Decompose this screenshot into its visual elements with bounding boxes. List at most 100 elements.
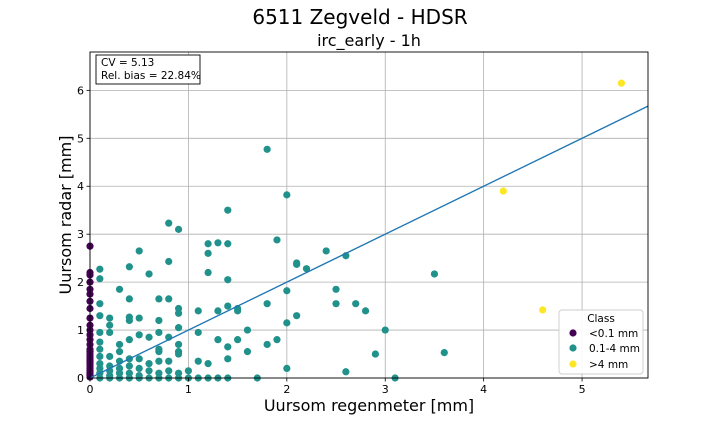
y-tick-label: 5 <box>77 132 84 145</box>
legend-label-gt4: >4 mm <box>589 359 628 371</box>
scatter-point-series-1 <box>302 265 311 273</box>
scatter-point-series-1 <box>155 357 163 365</box>
scatter-point-series-1 <box>224 240 232 248</box>
scatter-point-series-1 <box>115 364 124 373</box>
scatter-point-series-1 <box>155 328 163 337</box>
scatter-point-series-1 <box>145 360 153 368</box>
scatter-point-series-1 <box>174 369 183 377</box>
scatter-point-series-1 <box>184 367 193 375</box>
scatter-point-series-1 <box>106 321 114 329</box>
scatter-point-series-1 <box>96 312 104 320</box>
scatter-point-series-1 <box>204 360 212 368</box>
scatter-point-series-1 <box>440 348 448 357</box>
legend-marker-gt4 <box>569 360 577 368</box>
scatter-point-series-1 <box>165 219 173 227</box>
scatter-point-series-1 <box>332 300 340 308</box>
y-tick-label: 1 <box>77 324 84 337</box>
scatter-point-series-1 <box>135 372 143 380</box>
scatter-point-series-1 <box>194 328 202 337</box>
scatter-point-series-1 <box>283 191 291 199</box>
scatter-point-series-1 <box>165 257 173 266</box>
scatter-point-series-1 <box>96 300 104 308</box>
scatter-point-series-2 <box>617 79 626 87</box>
y-tick-label: 0 <box>77 372 84 385</box>
x-ticks: 0 1 2 3 4 5 <box>87 378 586 396</box>
scatter-point-series-1 <box>145 333 153 341</box>
legend-title: Class <box>587 313 615 325</box>
scatter-point-series-1 <box>106 314 114 322</box>
scatter-point-series-1 <box>273 236 281 244</box>
scatter-point-series-1 <box>371 350 379 358</box>
scatter-point-series-1 <box>293 312 301 320</box>
scatter-point-series-1 <box>214 239 222 247</box>
scatter-point-series-1 <box>224 302 232 310</box>
legend-label-01-4: 0.1-4 mm <box>589 343 640 355</box>
scatter-point-series-1 <box>125 295 133 303</box>
legend-frame <box>558 309 644 375</box>
legend-marker-01-4 <box>569 344 577 352</box>
y-tick-label: 4 <box>77 180 84 193</box>
x-tick-label: 4 <box>480 383 487 396</box>
scatter-point-series-1 <box>204 240 212 248</box>
scatter-point-series-1 <box>135 247 143 255</box>
scatter-point-series-2 <box>539 306 547 314</box>
x-tick-label: 3 <box>382 383 389 396</box>
fit-line <box>89 105 649 379</box>
scatter-point-series-1 <box>224 206 232 214</box>
plot-background <box>90 52 648 378</box>
scatter-point-series-1 <box>106 328 114 337</box>
scatter-point-series-1 <box>165 367 173 375</box>
scatter-point-series-1 <box>135 364 143 373</box>
scatter-point-series-1 <box>361 307 370 315</box>
scatter-point-series-1 <box>243 348 252 356</box>
x-tick-label: 5 <box>579 383 586 396</box>
scatter-point-series-1 <box>430 270 439 278</box>
y-axis-label: Uursom radar [mm] <box>56 136 75 295</box>
scatter-point-series-1 <box>96 360 104 368</box>
scatter-point-series-1 <box>283 364 291 373</box>
chart-title: irc_early - 1h <box>317 31 421 51</box>
scatter-point-series-1 <box>204 249 212 257</box>
scatter-point-series-1 <box>204 268 212 277</box>
x-axis-label: Uursom regenmeter [mm] <box>264 396 474 415</box>
annotation-box: CV = 5.13 Rel. bias = 22.84% <box>95 54 201 85</box>
scatter-point-series-1 <box>234 336 242 344</box>
y-tick-label: 3 <box>77 228 84 241</box>
scatter-point-series-1 <box>155 369 163 377</box>
scatter-point-series-1 <box>125 336 133 344</box>
scatter-point-series-1 <box>342 368 350 376</box>
legend-label-lt01: <0.1 mm <box>589 328 638 340</box>
scatter-point-series-1 <box>115 348 124 356</box>
scatter-point-series-1 <box>174 304 183 313</box>
scatter-point-series-1 <box>106 352 114 361</box>
scatter-point-series-1 <box>263 145 271 153</box>
scatter-point-series-1 <box>352 300 360 308</box>
x-tick-label: 2 <box>283 383 290 396</box>
scatter-point-series-1 <box>263 340 271 349</box>
scatter-point-series-1 <box>381 326 389 334</box>
scatter-point-series-1 <box>135 355 143 363</box>
scatter-point-series-1 <box>96 338 104 346</box>
scatter-point-series-1 <box>125 369 133 377</box>
scatter-point-series-1 <box>145 270 153 278</box>
scatter-point-series-1 <box>263 300 271 308</box>
scatter-point-series-1 <box>96 265 104 273</box>
y-tick-label: 2 <box>77 276 84 289</box>
scatter-point-series-1 <box>155 295 163 303</box>
legend-marker-lt01 <box>569 329 577 337</box>
scatter-point-series-1 <box>174 225 183 233</box>
scatter-point-series-1 <box>174 324 183 332</box>
scatter-point-series-1 <box>96 328 104 337</box>
scatter-point-series-1 <box>194 357 202 365</box>
plot-area: 0 1 2 3 4 5 0 1 2 3 4 5 6 <box>77 51 649 396</box>
scatter-point-series-1 <box>145 367 153 375</box>
annotation-cv: CV = 5.13 <box>101 57 154 69</box>
y-tick-label: 6 <box>77 84 84 97</box>
scatter-point-series-1 <box>125 313 133 321</box>
scatter-point-series-1 <box>194 307 202 315</box>
scatter-point-series-1 <box>135 314 143 322</box>
scatter-point-series-1 <box>165 295 173 303</box>
scatter-point-series-1 <box>155 345 163 353</box>
x-tick-label: 0 <box>87 383 94 396</box>
